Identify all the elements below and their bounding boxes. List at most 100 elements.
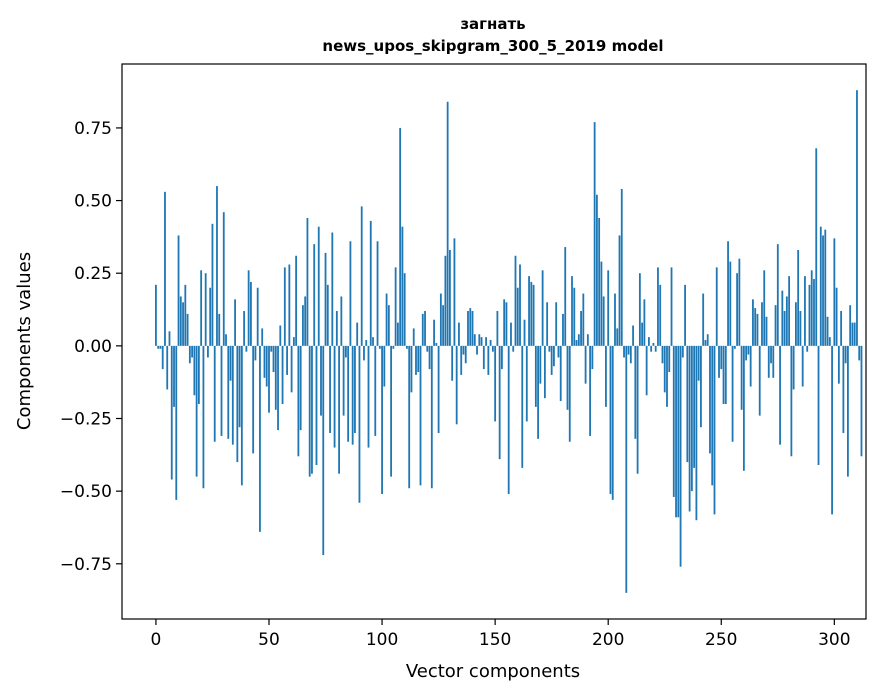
bar bbox=[666, 345, 668, 407]
x-tick-label: 250 bbox=[705, 630, 737, 650]
bar bbox=[817, 345, 820, 465]
bar bbox=[586, 334, 589, 346]
y-tick-label: 0.00 bbox=[74, 337, 112, 357]
bar bbox=[385, 293, 388, 346]
bar bbox=[372, 337, 374, 346]
bar bbox=[745, 345, 748, 361]
bar bbox=[444, 255, 447, 346]
bar bbox=[733, 345, 736, 349]
bar bbox=[749, 345, 752, 387]
bar bbox=[602, 296, 605, 346]
bar bbox=[401, 226, 404, 346]
bar bbox=[175, 345, 178, 500]
bar bbox=[763, 270, 766, 346]
bar bbox=[512, 345, 515, 352]
bar bbox=[433, 319, 435, 346]
bar bbox=[247, 270, 250, 346]
bar bbox=[738, 258, 741, 346]
bar bbox=[182, 302, 184, 346]
bar bbox=[623, 345, 625, 358]
bar bbox=[211, 223, 214, 346]
bar bbox=[521, 345, 524, 468]
bar bbox=[670, 267, 673, 346]
bar bbox=[510, 322, 512, 346]
bar bbox=[236, 345, 239, 463]
bar bbox=[564, 247, 567, 346]
bar bbox=[824, 229, 827, 346]
bar bbox=[853, 322, 856, 346]
bar bbox=[469, 308, 472, 346]
bar bbox=[776, 244, 779, 346]
chart-title-line2: news_upos_skipgram_300_5_2019 model bbox=[322, 37, 663, 55]
bar bbox=[290, 345, 293, 393]
bar bbox=[598, 218, 601, 346]
bar bbox=[351, 345, 354, 445]
bar bbox=[835, 287, 838, 346]
bar bbox=[272, 345, 275, 373]
bar bbox=[279, 325, 282, 346]
bar bbox=[424, 310, 426, 346]
bar bbox=[819, 226, 822, 346]
bar bbox=[736, 273, 739, 346]
bar bbox=[849, 305, 852, 346]
bar bbox=[435, 342, 438, 346]
bar bbox=[842, 345, 845, 434]
bar bbox=[514, 255, 517, 346]
bar bbox=[797, 249, 800, 346]
bar bbox=[216, 186, 218, 346]
bar bbox=[695, 345, 698, 521]
bar bbox=[317, 226, 320, 346]
bar bbox=[675, 345, 677, 518]
bar bbox=[643, 299, 646, 346]
bar bbox=[851, 322, 854, 346]
bar bbox=[191, 345, 194, 358]
bar bbox=[571, 276, 573, 346]
bar bbox=[632, 325, 634, 346]
bar bbox=[480, 337, 483, 346]
bar bbox=[822, 235, 824, 346]
bar bbox=[702, 293, 705, 346]
bar bbox=[543, 345, 546, 399]
bar bbox=[727, 241, 729, 346]
bar bbox=[501, 345, 503, 370]
bar bbox=[238, 345, 241, 428]
x-tick-label: 100 bbox=[366, 630, 398, 650]
bar bbox=[387, 305, 390, 346]
bar bbox=[546, 302, 549, 346]
bar bbox=[629, 345, 632, 364]
x-axis-ticks: 0 50 100 150 200 250 300 bbox=[151, 619, 851, 650]
bar bbox=[858, 345, 861, 361]
bar bbox=[548, 345, 551, 352]
bar bbox=[482, 345, 485, 370]
bar bbox=[326, 284, 329, 346]
bar bbox=[523, 319, 526, 346]
bar bbox=[706, 334, 709, 346]
bar bbox=[168, 331, 171, 346]
bar bbox=[847, 345, 849, 477]
bar bbox=[826, 316, 829, 346]
bar bbox=[471, 310, 474, 346]
bar bbox=[722, 345, 725, 404]
bar bbox=[220, 345, 223, 436]
bar bbox=[419, 345, 422, 486]
bar bbox=[161, 345, 164, 370]
bar bbox=[537, 345, 539, 439]
bar bbox=[792, 345, 795, 390]
bar bbox=[356, 322, 359, 346]
bar bbox=[837, 345, 840, 384]
bar bbox=[270, 345, 273, 352]
bar bbox=[274, 345, 277, 410]
bar bbox=[412, 328, 415, 346]
bar bbox=[449, 249, 451, 346]
bar bbox=[338, 345, 340, 474]
bar bbox=[306, 218, 309, 346]
bar bbox=[801, 345, 804, 387]
bar bbox=[315, 345, 318, 465]
bar bbox=[844, 345, 847, 364]
bar bbox=[283, 267, 286, 346]
bars-group bbox=[155, 90, 863, 593]
bar bbox=[451, 345, 454, 381]
bar bbox=[491, 345, 494, 352]
bar bbox=[584, 345, 587, 384]
